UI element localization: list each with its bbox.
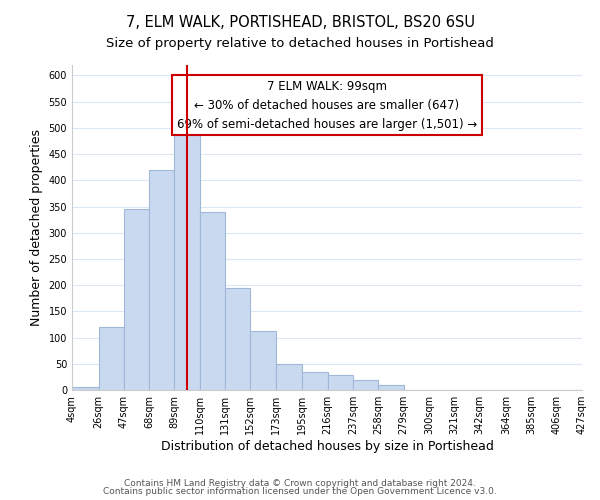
Bar — [149, 170, 175, 390]
Bar — [200, 212, 225, 390]
Bar — [353, 380, 378, 390]
Bar — [302, 372, 328, 390]
Bar — [378, 385, 404, 390]
Bar — [72, 388, 98, 390]
X-axis label: Distribution of detached houses by size in Portishead: Distribution of detached houses by size … — [161, 440, 493, 453]
Text: 7, ELM WALK, PORTISHEAD, BRISTOL, BS20 6SU: 7, ELM WALK, PORTISHEAD, BRISTOL, BS20 6… — [125, 15, 475, 30]
Text: Size of property relative to detached houses in Portishead: Size of property relative to detached ho… — [106, 38, 494, 51]
Text: Contains HM Land Registry data © Crown copyright and database right 2024.: Contains HM Land Registry data © Crown c… — [124, 478, 476, 488]
Bar — [328, 376, 353, 390]
Bar — [124, 209, 149, 390]
Bar — [98, 327, 124, 390]
Bar — [250, 331, 276, 390]
Y-axis label: Number of detached properties: Number of detached properties — [30, 129, 43, 326]
Bar — [225, 288, 250, 390]
Text: Contains public sector information licensed under the Open Government Licence v3: Contains public sector information licen… — [103, 487, 497, 496]
Bar — [175, 133, 200, 390]
Text: 7 ELM WALK: 99sqm
← 30% of detached houses are smaller (647)
69% of semi-detache: 7 ELM WALK: 99sqm ← 30% of detached hous… — [177, 80, 477, 130]
Bar — [276, 364, 302, 390]
